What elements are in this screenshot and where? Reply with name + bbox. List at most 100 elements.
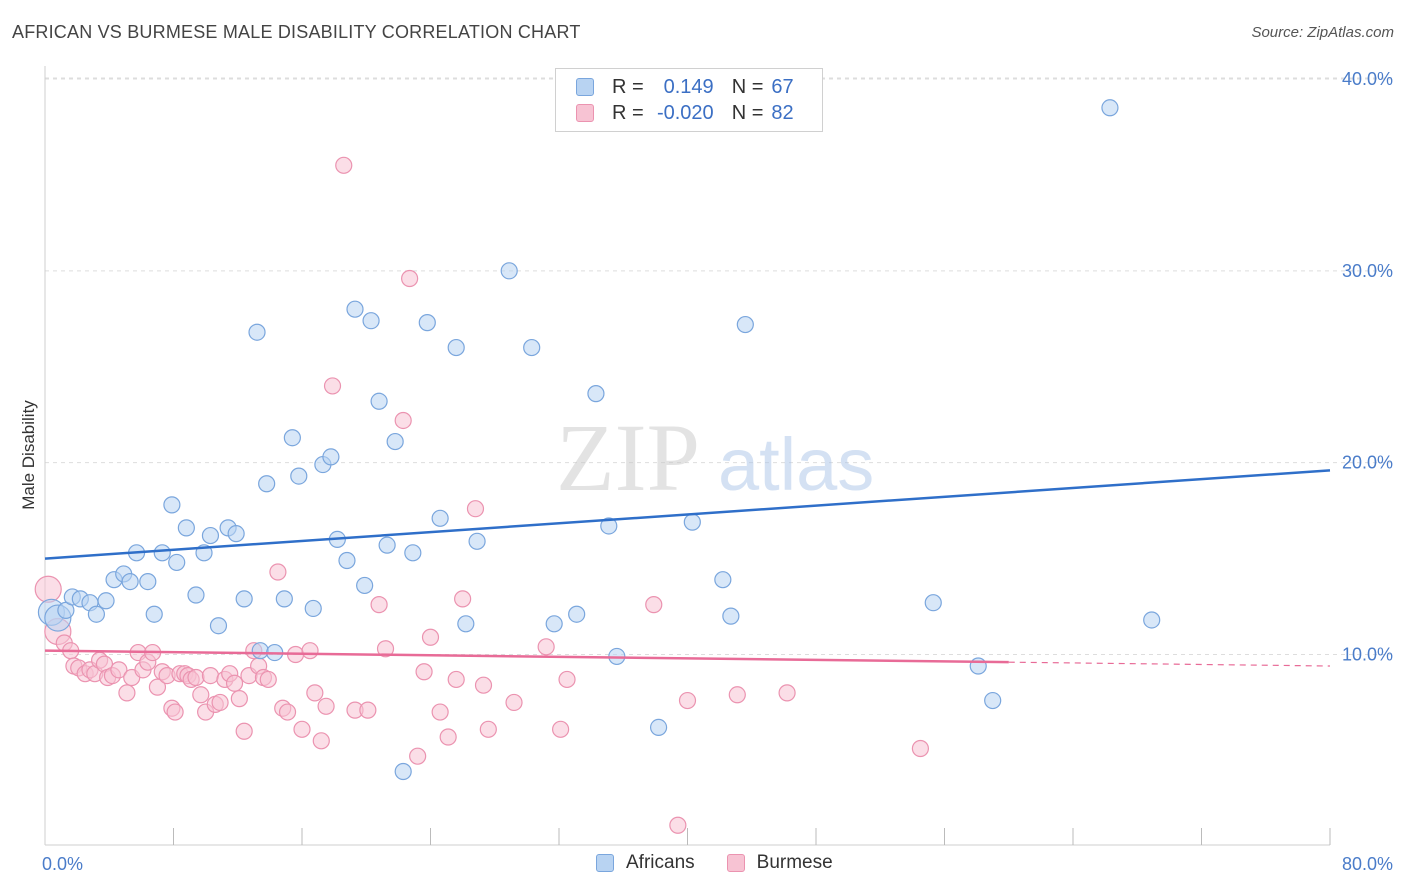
y-tick-label-10: 10.0% bbox=[1342, 645, 1393, 665]
legend-item-africans[interactable]: Africans bbox=[596, 852, 695, 874]
africans-point-24 bbox=[235, 590, 253, 608]
burmese-r-value: -0.020 bbox=[656, 101, 714, 124]
africans-point-43 bbox=[394, 762, 412, 781]
africans-point-60 bbox=[722, 607, 740, 625]
watermark-atlas: atlas bbox=[718, 423, 874, 506]
axes bbox=[44, 66, 1331, 846]
burmese-point-66 bbox=[439, 728, 457, 746]
burmese-point-45 bbox=[269, 563, 287, 581]
africans-point-7 bbox=[97, 592, 115, 610]
burmese-point-52 bbox=[312, 732, 330, 750]
africans-point-63 bbox=[969, 657, 987, 675]
africans-point-36 bbox=[338, 551, 356, 570]
africans-point-6 bbox=[87, 605, 106, 623]
grid-lines bbox=[45, 77, 1392, 655]
africans-r-value: 0.149 bbox=[663, 75, 714, 98]
burmese-n-value: 82 bbox=[771, 101, 794, 124]
africans-point-32 bbox=[304, 599, 322, 618]
burmese-point-64 bbox=[421, 628, 440, 646]
burmese-point-55 bbox=[335, 156, 353, 174]
africans-point-38 bbox=[356, 576, 374, 595]
africans-point-52 bbox=[545, 615, 563, 633]
burmese-point-70 bbox=[474, 676, 493, 694]
africans-point-50 bbox=[500, 262, 518, 280]
burmese-swatch bbox=[576, 104, 594, 122]
africans-point-65 bbox=[1101, 99, 1119, 117]
africans-point-20 bbox=[201, 526, 220, 545]
africans-point-62 bbox=[924, 594, 942, 612]
africans-point-40 bbox=[370, 392, 388, 410]
burmese-point-57 bbox=[359, 701, 377, 719]
watermark-zip: ZIP bbox=[556, 404, 700, 511]
africans-point-18 bbox=[187, 586, 205, 604]
burmese-point-34 bbox=[211, 693, 229, 712]
africans-point-42 bbox=[386, 432, 404, 451]
burmese-point-30 bbox=[192, 686, 210, 704]
burmese-point-29 bbox=[187, 668, 205, 687]
africans-point-10 bbox=[121, 573, 139, 591]
burmese-n-label: N = bbox=[731, 101, 764, 124]
burmese-point-60 bbox=[394, 411, 412, 430]
burmese-point-78 bbox=[678, 691, 697, 710]
africans-point-66 bbox=[1143, 611, 1161, 629]
burmese-point-13 bbox=[110, 661, 128, 679]
burmese-point-14 bbox=[118, 684, 136, 702]
africans-n-value: 67 bbox=[771, 75, 794, 98]
y-tick-label-30: 30.0% bbox=[1342, 261, 1393, 281]
burmese-point-63 bbox=[415, 663, 433, 681]
africans-point-15 bbox=[163, 496, 181, 514]
africans-point-30 bbox=[283, 429, 301, 447]
burmese-point-68 bbox=[454, 590, 472, 608]
legend-item-burmese[interactable]: Burmese bbox=[726, 852, 833, 874]
africans-point-57 bbox=[649, 718, 668, 736]
burmese-point-39 bbox=[235, 722, 253, 740]
burmese-point-47 bbox=[278, 703, 297, 721]
burmese-point-54 bbox=[323, 377, 342, 395]
burmese-r-label: R = bbox=[612, 101, 644, 124]
africans-point-16 bbox=[168, 553, 186, 572]
y-tick-label-40: 40.0% bbox=[1342, 69, 1393, 89]
x-tick-label-80: 80.0% bbox=[1342, 854, 1393, 874]
y-tick-label-20: 20.0% bbox=[1342, 453, 1393, 473]
legend-row-africans: R = 0.149 N = 67 bbox=[576, 75, 794, 99]
africans-point-64 bbox=[984, 691, 1002, 710]
africans-point-47 bbox=[447, 338, 465, 357]
africans-point-29 bbox=[275, 590, 293, 608]
x-tick-label-0: 0.0% bbox=[42, 854, 83, 874]
burmese-point-44 bbox=[259, 670, 277, 689]
africans-point-27 bbox=[258, 475, 276, 493]
africans-regression-line bbox=[44, 469, 1331, 560]
burmese-point-75 bbox=[558, 670, 576, 689]
africans-points bbox=[37, 99, 1161, 781]
correlation-legend: R = 0.149 N = 67 R = -0.020 N = 82 bbox=[555, 68, 823, 132]
africans-point-45 bbox=[418, 314, 436, 332]
burmese-legend-label: Burmese bbox=[756, 852, 833, 873]
burmese-point-58 bbox=[370, 596, 388, 614]
africans-point-46 bbox=[431, 509, 449, 527]
africans-point-49 bbox=[468, 532, 486, 550]
series-legend: Africans Burmese bbox=[596, 852, 865, 874]
africans-point-25 bbox=[248, 323, 266, 341]
africans-point-21 bbox=[209, 617, 228, 635]
africans-point-37 bbox=[346, 300, 364, 318]
burmese-point-77 bbox=[669, 816, 687, 834]
burmese-point-24 bbox=[166, 703, 184, 721]
africans-legend-label: Africans bbox=[626, 852, 695, 873]
africans-point-51 bbox=[523, 338, 541, 357]
chart-title: AFRICAN VS BURMESE MALE DISABILITY CORRE… bbox=[12, 22, 581, 42]
burmese-point-80 bbox=[778, 684, 796, 702]
africans-point-41 bbox=[378, 536, 396, 554]
africans-point-17 bbox=[177, 519, 195, 537]
burmese-point-76 bbox=[645, 596, 663, 614]
burmese-point-62 bbox=[409, 747, 427, 765]
africans-point-34 bbox=[322, 448, 340, 466]
burmese-point-72 bbox=[505, 693, 523, 712]
africans-point-44 bbox=[404, 544, 422, 562]
burmese-point-32 bbox=[201, 667, 220, 685]
legend-row-burmese: R = -0.020 N = 82 bbox=[576, 101, 794, 125]
burmese-regression-extension bbox=[1008, 661, 1331, 667]
burmese-point-81 bbox=[911, 739, 930, 758]
burmese-legend-swatch bbox=[726, 854, 745, 872]
chart-source: Source: ZipAtlas.com bbox=[1251, 24, 1394, 41]
